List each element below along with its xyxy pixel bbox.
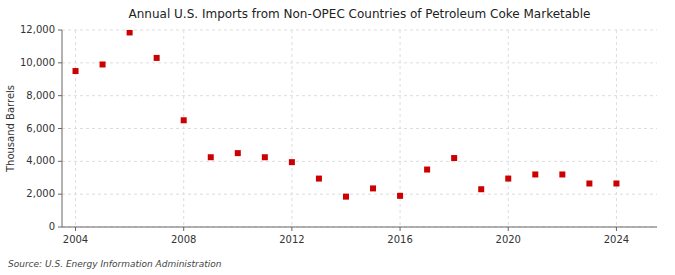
x-tick bbox=[75, 227, 76, 231]
point bbox=[343, 194, 349, 200]
y-grid-line bbox=[62, 194, 657, 195]
y-tick-label: 2,000 bbox=[26, 188, 55, 199]
point bbox=[478, 186, 484, 192]
point bbox=[208, 154, 214, 160]
x-tick-label: 2012 bbox=[279, 234, 304, 245]
source-note: Source: U.S. Energy Information Administ… bbox=[8, 259, 222, 269]
y-tick bbox=[58, 128, 62, 129]
point bbox=[262, 154, 268, 160]
y-tick-label: 6,000 bbox=[26, 123, 55, 134]
point bbox=[127, 30, 133, 35]
x-tick-label: 2016 bbox=[387, 234, 412, 245]
x-tick-label: 2008 bbox=[171, 234, 196, 245]
point bbox=[397, 193, 403, 199]
y-grid-line bbox=[62, 227, 657, 228]
y-tick bbox=[58, 30, 62, 31]
x-grid-line bbox=[183, 30, 184, 227]
point bbox=[289, 159, 295, 165]
y-grid-line bbox=[62, 62, 657, 63]
x-axis-line bbox=[62, 227, 657, 228]
point bbox=[451, 155, 457, 161]
y-grid-line bbox=[62, 95, 657, 96]
point bbox=[505, 176, 511, 182]
axes: 0 2,000 4,000 6,000 8,000 10,000 12,000 2004 200… bbox=[20, 24, 657, 245]
x-tick bbox=[291, 227, 292, 231]
point bbox=[235, 150, 241, 156]
x-grid-line bbox=[616, 30, 617, 227]
x-tick bbox=[183, 227, 184, 231]
y-axis-line bbox=[62, 30, 63, 227]
y-tick bbox=[58, 62, 62, 63]
y-tick bbox=[58, 161, 62, 162]
point bbox=[424, 167, 430, 173]
x-tick bbox=[616, 227, 617, 231]
x-tick bbox=[400, 227, 401, 231]
title: Annual U.S. Imports from Non-OPEC Countr… bbox=[129, 7, 591, 21]
x-tick-label: 2020 bbox=[496, 234, 521, 245]
y-axis-label: Thousand Barrels bbox=[5, 85, 16, 173]
points bbox=[73, 30, 620, 200]
y-tick-label: 4,000 bbox=[26, 155, 55, 166]
point bbox=[586, 180, 592, 186]
y-tick bbox=[58, 227, 62, 228]
point bbox=[370, 185, 376, 191]
y-grid-line bbox=[62, 128, 657, 129]
grid bbox=[62, 30, 657, 227]
point bbox=[316, 176, 322, 182]
y-tick-label: 12,000 bbox=[20, 24, 55, 35]
x-tick-label: 2004 bbox=[63, 234, 88, 245]
point bbox=[154, 55, 160, 61]
point bbox=[559, 171, 565, 177]
y-tick bbox=[58, 95, 62, 96]
chart-svg: 0 2,000 4,000 6,000 8,000 10,000 12,000 2004 200… bbox=[0, 0, 675, 275]
point bbox=[532, 171, 538, 177]
point bbox=[181, 117, 187, 123]
y-tick-label: 8,000 bbox=[26, 90, 55, 101]
point bbox=[100, 61, 106, 67]
y-grid-line bbox=[62, 161, 657, 162]
x-tick-label: 2024 bbox=[604, 234, 629, 245]
y-tick-label: 0 bbox=[49, 221, 55, 232]
x-grid-line bbox=[508, 30, 509, 227]
y-tick-label: 10,000 bbox=[20, 57, 55, 68]
chart-container: 0 2,000 4,000 6,000 8,000 10,000 12,000 2004 200… bbox=[0, 0, 675, 275]
y-tick bbox=[58, 194, 62, 195]
y-grid-line bbox=[62, 30, 657, 31]
x-grid-line bbox=[75, 30, 76, 227]
point bbox=[613, 180, 619, 186]
x-grid-line bbox=[291, 30, 292, 227]
x-tick bbox=[508, 227, 509, 231]
point bbox=[73, 68, 79, 74]
